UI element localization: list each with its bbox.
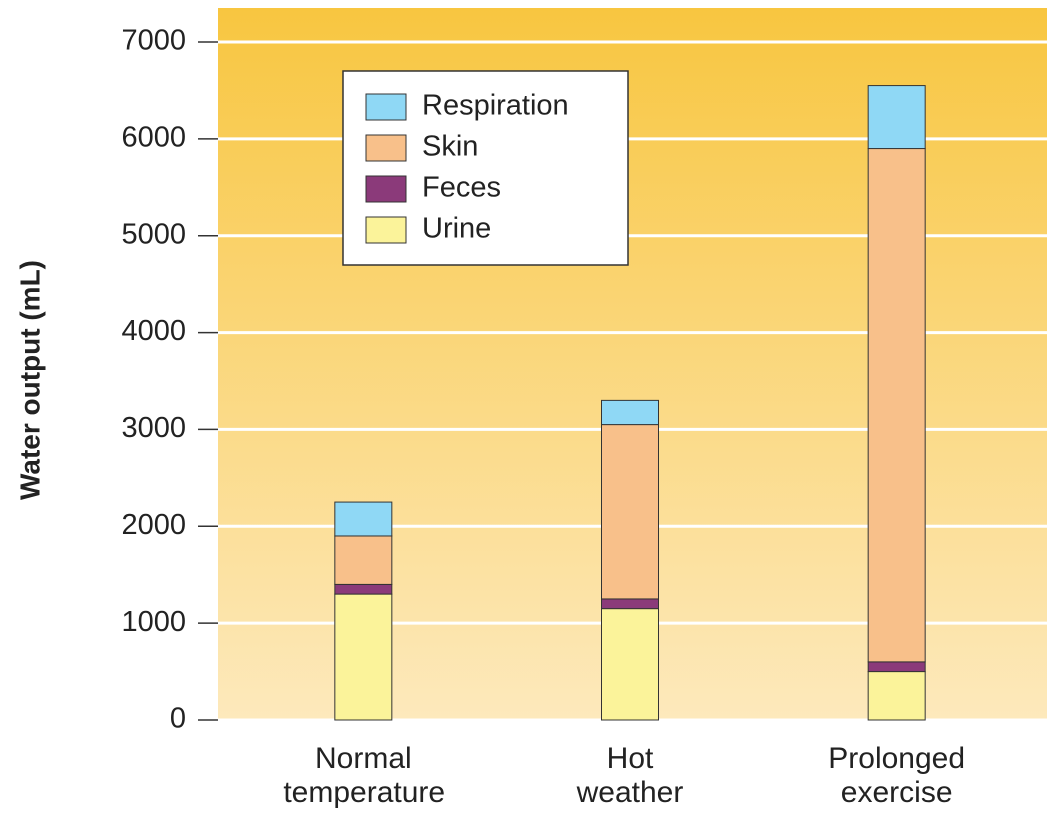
legend-swatch xyxy=(365,93,407,121)
bar-segment xyxy=(867,85,926,150)
y-tick-label: 6000 xyxy=(121,122,186,154)
y-tick-label: 0 xyxy=(170,703,186,735)
y-tick-label: 2000 xyxy=(121,509,186,541)
legend-label: Urine xyxy=(422,213,491,245)
legend-label: Skin xyxy=(422,131,478,163)
y-axis-label: Water output (mL) xyxy=(14,260,45,500)
legend-label: Feces xyxy=(422,172,501,204)
bar-segment xyxy=(601,598,659,610)
legend-label: Respiration xyxy=(422,90,569,122)
bar-segment xyxy=(867,661,926,673)
y-tick-label: 5000 xyxy=(121,218,186,250)
legend-swatch xyxy=(365,216,407,244)
y-tick-label: 3000 xyxy=(121,412,186,444)
legend-swatch xyxy=(365,175,407,203)
bar-segment xyxy=(334,501,393,537)
bar-segment xyxy=(601,399,659,426)
bar-segment xyxy=(867,148,926,663)
y-tick-label: 7000 xyxy=(121,25,186,57)
legend-swatch xyxy=(365,134,407,162)
bar-segment xyxy=(867,671,926,721)
bar-segment xyxy=(601,424,659,600)
bar-segment xyxy=(334,583,393,595)
bar-segment xyxy=(601,608,659,721)
y-tick-label: 1000 xyxy=(121,606,186,638)
y-tick-label: 4000 xyxy=(121,315,186,347)
x-tick-label: Hot weather xyxy=(576,742,684,809)
x-tick-label: Normal temperature xyxy=(283,742,446,809)
bar-segment xyxy=(334,535,393,585)
bar-segment xyxy=(334,593,393,721)
x-tick-label: Prolonged exercise xyxy=(828,742,966,809)
